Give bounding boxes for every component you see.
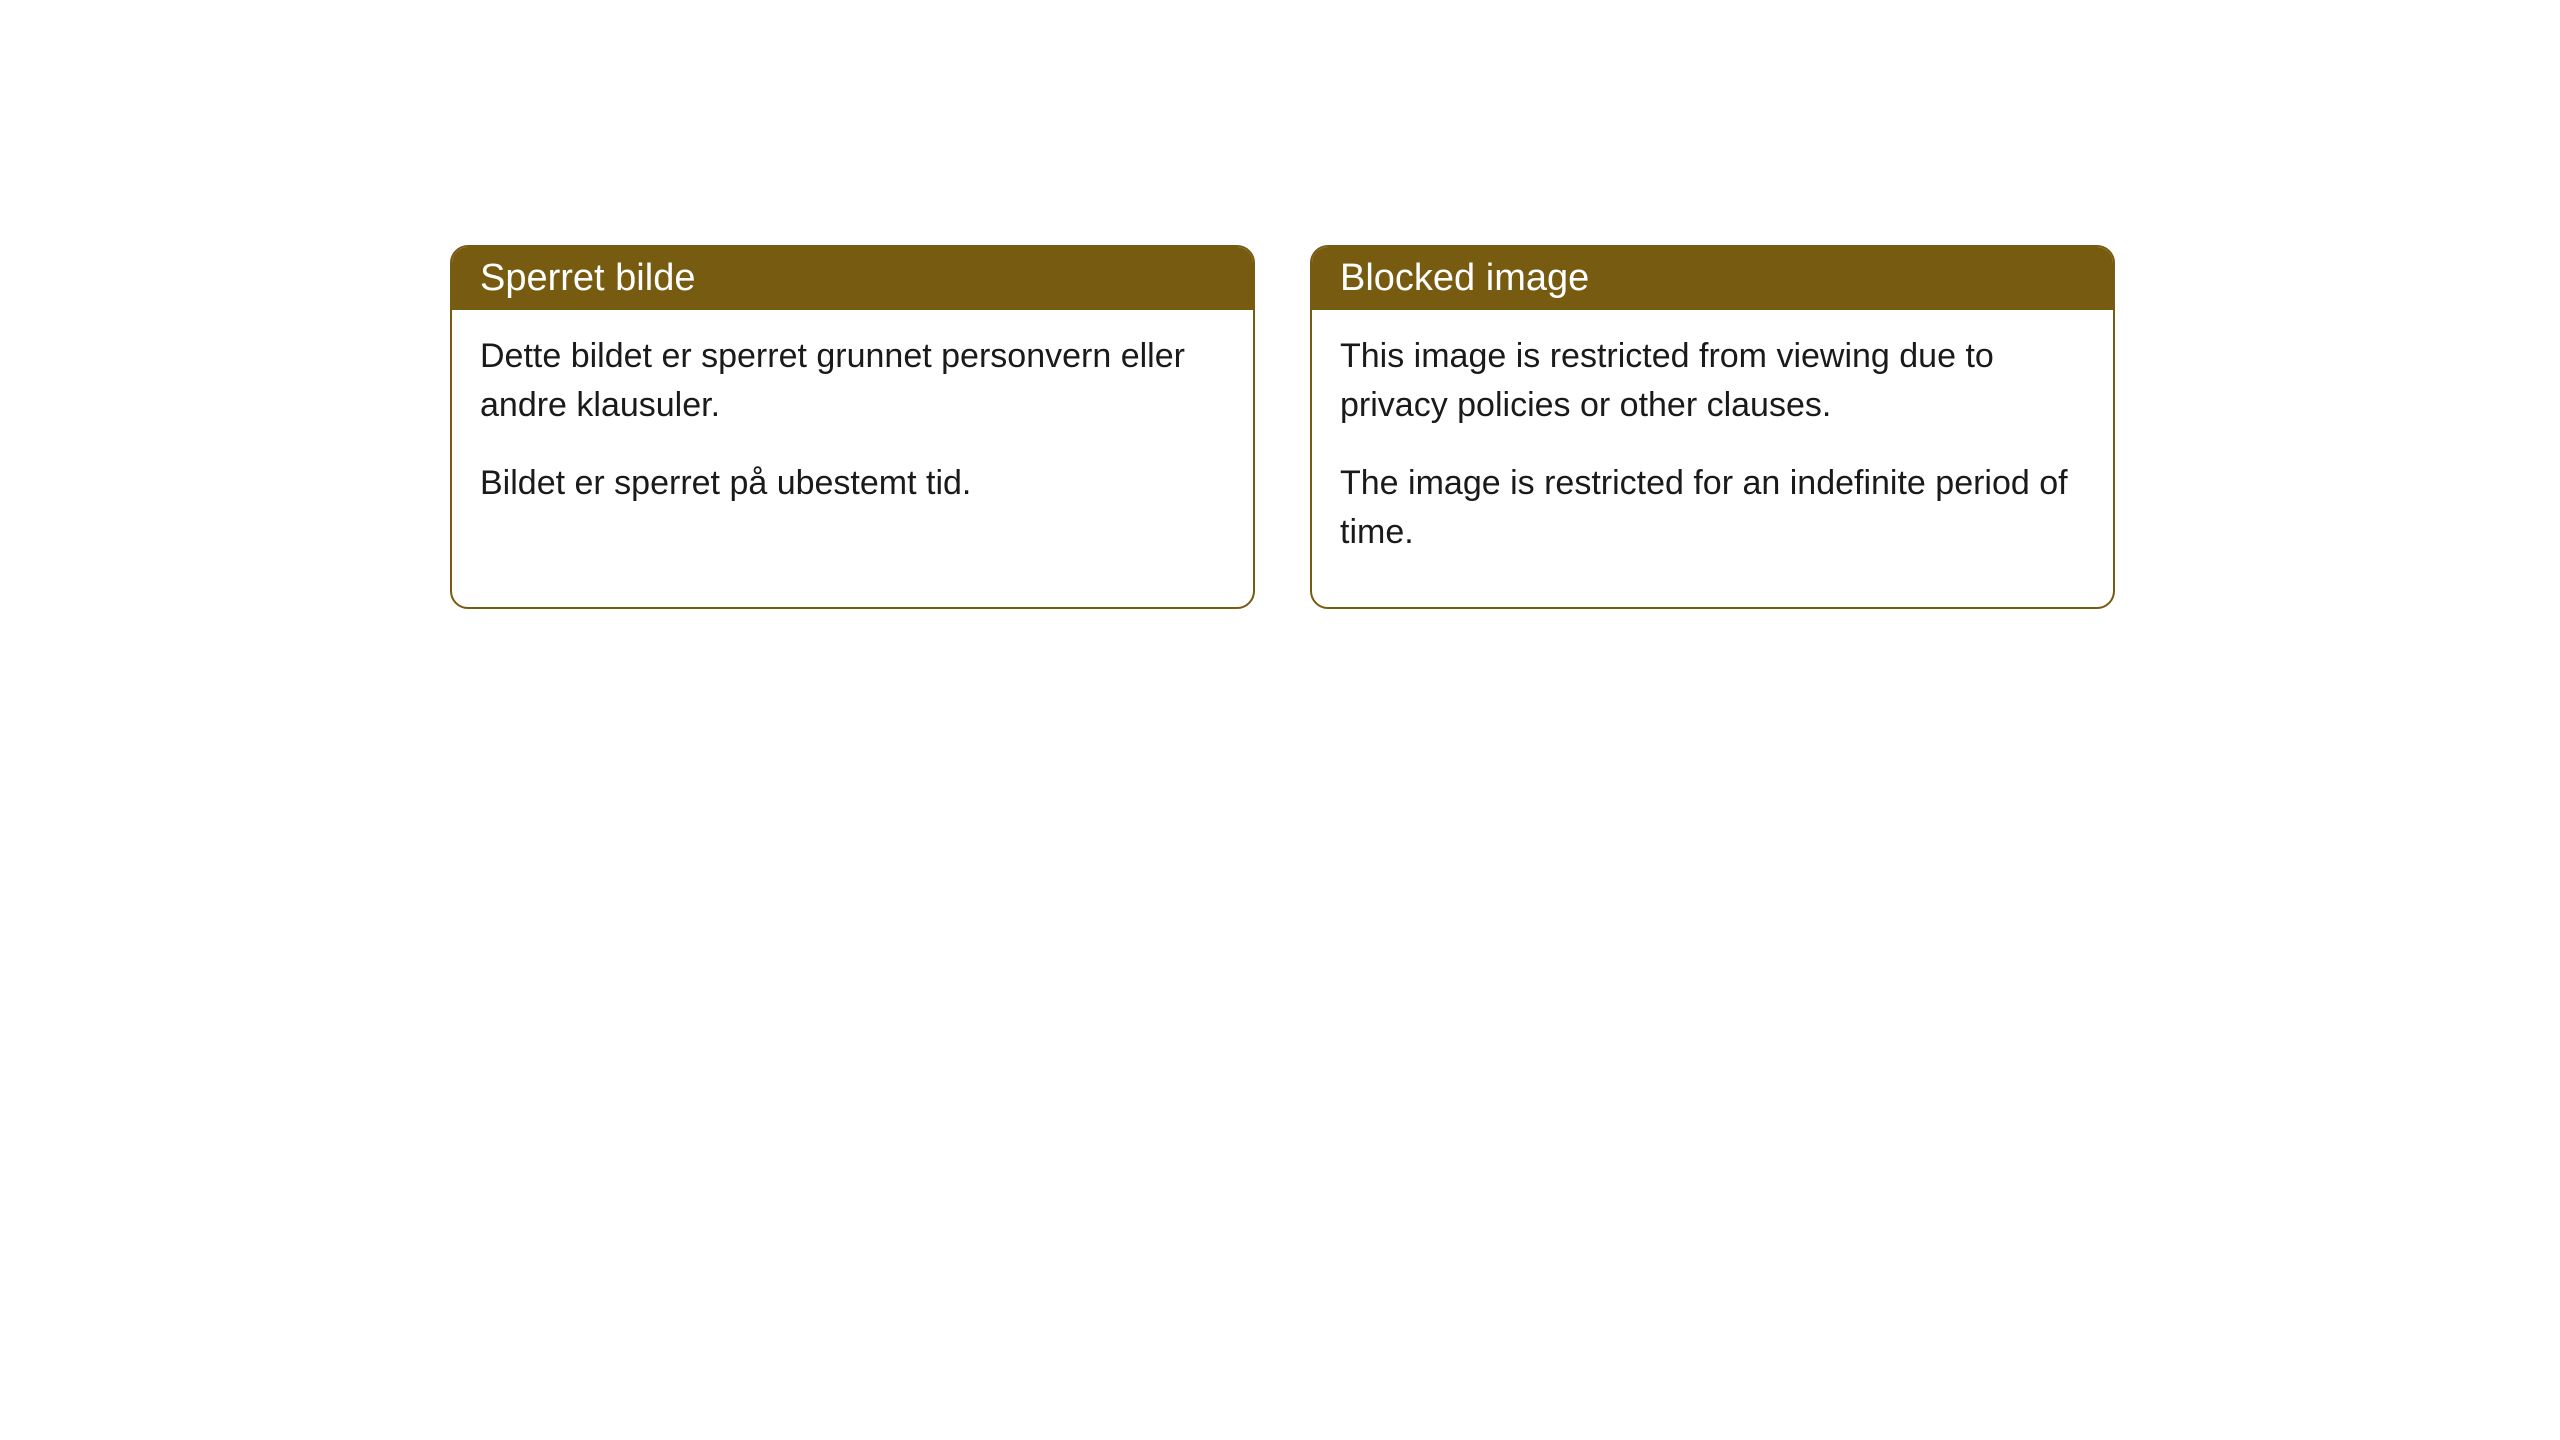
card-paragraph-2: The image is restricted for an indefinit… [1340,459,2085,558]
card-paragraph-2: Bildet er sperret på ubestemt tid. [480,459,1225,508]
card-header-english: Blocked image [1312,247,2113,310]
card-header-norwegian: Sperret bilde [452,247,1253,310]
notice-card-norwegian: Sperret bilde Dette bildet er sperret gr… [450,245,1255,609]
card-body-english: This image is restricted from viewing du… [1312,310,2113,607]
notice-card-english: Blocked image This image is restricted f… [1310,245,2115,609]
card-paragraph-1: This image is restricted from viewing du… [1340,332,2085,431]
card-body-norwegian: Dette bildet er sperret grunnet personve… [452,310,1253,558]
notice-cards-container: Sperret bilde Dette bildet er sperret gr… [450,245,2115,609]
card-paragraph-1: Dette bildet er sperret grunnet personve… [480,332,1225,431]
